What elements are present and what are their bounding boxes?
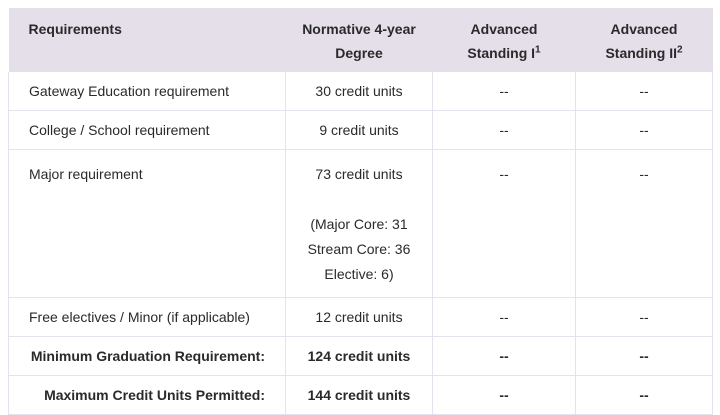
major-total-units: 73 credit units — [315, 166, 403, 182]
requirement-label: Major requirement — [8, 149, 286, 298]
normative-value: 124 credit units — [285, 336, 433, 376]
table-row-free-electives: Free electives / Minor (if applicable) 1… — [8, 297, 713, 337]
header-as1-line1: Advanced — [470, 21, 538, 37]
normative-value: 144 credit units — [285, 375, 433, 415]
header-normative-degree: Normative 4-year Degree — [285, 8, 433, 72]
advanced-standing-1-value: -- — [432, 297, 576, 337]
advanced-standing-2-value: -- — [575, 375, 713, 415]
table-row-minimum-graduation: Minimum Graduation Requirement: 124 cred… — [8, 336, 713, 376]
advanced-standing-2-value: -- — [575, 336, 713, 376]
advanced-standing-2-value: -- — [575, 110, 713, 150]
normative-value: 73 credit units (Major Core: 31 Stream C… — [285, 149, 433, 298]
header-requirements: Requirements — [8, 8, 286, 72]
advanced-standing-1-value: -- — [432, 375, 576, 415]
header-advanced-standing-1: Advanced Standing I1 — [432, 8, 576, 72]
header-advanced-standing-2: Advanced Standing II2 — [575, 8, 713, 72]
advanced-standing-2-value: -- — [575, 297, 713, 337]
normative-value: 12 credit units — [285, 297, 433, 337]
advanced-standing-1-value: -- — [432, 336, 576, 376]
footnote-marker-2: 2 — [677, 44, 683, 56]
header-row: Requirements Normative 4-year Degree Adv… — [8, 8, 713, 72]
requirement-label: Free electives / Minor (if applicable) — [8, 297, 286, 337]
requirement-label: Gateway Education requirement — [8, 72, 286, 111]
degree-requirements-table: Requirements Normative 4-year Degree Adv… — [8, 8, 713, 415]
header-as1-line2: Standing I1 — [467, 44, 541, 61]
table-header: Requirements Normative 4-year Degree Adv… — [8, 8, 713, 72]
table-row-gateway-education: Gateway Education requirement 30 credit … — [8, 72, 713, 111]
table-row-major: Major requirement 73 credit units (Major… — [8, 149, 713, 298]
requirement-label: Maximum Credit Units Permitted: — [8, 375, 286, 415]
header-as2-line1: Advanced — [610, 21, 678, 37]
header-normative-line1: Normative 4-year — [302, 21, 416, 37]
normative-value: 9 credit units — [285, 110, 433, 150]
advanced-standing-1-value: -- — [432, 110, 576, 150]
table-body: Gateway Education requirement 30 credit … — [8, 72, 713, 415]
table-row-maximum-credit-units: Maximum Credit Units Permitted: 144 cred… — [8, 375, 713, 415]
major-breakdown-line1: (Major Core: 31 — [310, 216, 408, 232]
footnote-marker-1: 1 — [535, 44, 541, 56]
major-breakdown-line3: Elective: 6) — [324, 266, 394, 282]
header-as2-line2: Standing II2 — [605, 44, 683, 61]
major-breakdown-line2: Stream Core: 36 — [307, 241, 411, 257]
normative-value: 30 credit units — [285, 72, 433, 111]
blank-line — [294, 187, 424, 212]
requirement-label: Minimum Graduation Requirement: — [8, 336, 286, 376]
header-normative-line2: Degree — [335, 45, 383, 61]
requirement-label: College / School requirement — [8, 110, 286, 150]
advanced-standing-1-value: -- — [432, 149, 576, 298]
advanced-standing-1-value: -- — [432, 72, 576, 111]
advanced-standing-2-value: -- — [575, 72, 713, 111]
table-row-college-school: College / School requirement 9 credit un… — [8, 110, 713, 150]
header-requirements-label: Requirements — [28, 21, 122, 37]
advanced-standing-2-value: -- — [575, 149, 713, 298]
